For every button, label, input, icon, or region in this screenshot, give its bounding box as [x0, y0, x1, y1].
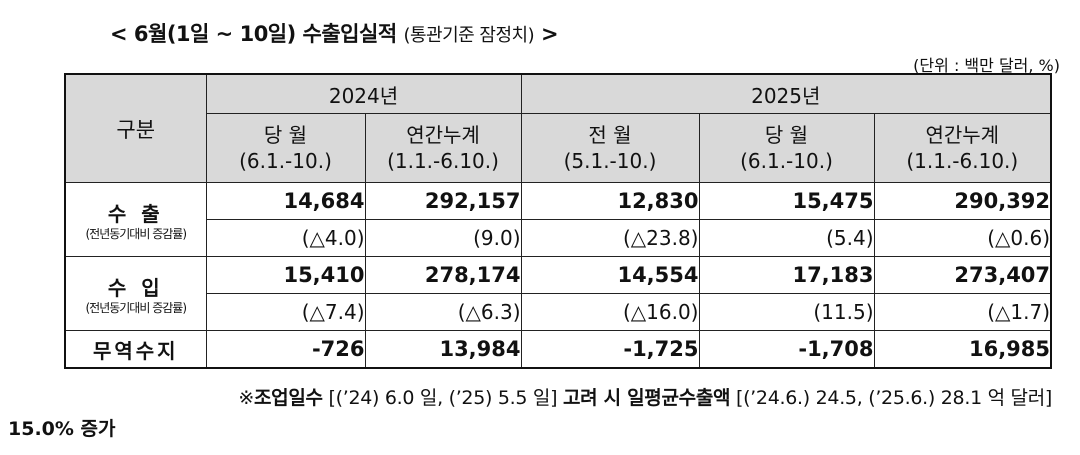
value-cell: 17,183 [698, 256, 875, 294]
header-col-line1: 전 월 [588, 123, 632, 147]
footnote-text-days: [(’24) 6.0 일, (’25) 5.5 일] [322, 387, 563, 409]
value-cell: -1,708 [698, 330, 875, 369]
rate-cell: (△4.0) [205, 219, 366, 257]
footnote-mark: ※ [238, 387, 254, 409]
value-cell: 14,554 [520, 256, 700, 294]
header-col-line2: (6.1.-10.) [740, 149, 833, 173]
value-cell: 278,174 [364, 256, 522, 294]
header-col-line2: (1.1.-6.10.) [906, 149, 1019, 173]
header-col-2024-month: 당 월 (6.1.-10.) [205, 113, 366, 183]
value-cell: 13,984 [364, 330, 522, 369]
header-col-line1: 당 월 [263, 123, 308, 147]
header-col-2025-prev-month: 전 월 (5.1.-10.) [520, 113, 700, 183]
row-label-exports: 수 출 (전년동기대비 증감률) [64, 182, 207, 257]
footnote: ※조업일수 [(’24) 6.0 일, (’25) 5.5 일] 고려 시 일평… [12, 383, 1052, 410]
header-col-line2: (5.1.-10.) [563, 149, 657, 173]
header-col-2024-cumulative: 연간누계 (1.1.-6.10.) [364, 113, 522, 183]
value-cell: 292,157 [364, 182, 522, 220]
title-subtitle: (통관기준 잠정치) [403, 25, 535, 46]
value-cell: 290,392 [873, 182, 1052, 220]
rate-cell: (△23.8) [520, 219, 700, 257]
rate-cell: (△16.0) [520, 293, 700, 331]
rate-cell: (△6.3) [364, 293, 522, 331]
rate-cell: (△0.6) [873, 219, 1052, 257]
value-cell: -1,725 [520, 330, 700, 369]
rate-cell: (5.4) [698, 219, 875, 257]
header-col-line1: 연간누계 [406, 123, 480, 147]
value-cell: 15,475 [698, 182, 875, 220]
value-cell: 16,985 [873, 330, 1052, 369]
table-row-imports: 수 입 (전년동기대비 증감률) 15,410 278,174 14,554 1… [64, 256, 1052, 331]
rate-cell: (△1.7) [873, 293, 1052, 331]
title-end: > [540, 22, 559, 46]
trade-table: 구분 2024년 2025년 당 월 (6.1.-10.) 연간누계 (1.1.… [64, 73, 1053, 369]
footnote-bold-working-days: 조업일수 [254, 387, 323, 409]
unit-label: (단위 : 백만 달러, %) [913, 56, 1060, 75]
header-col-line2: (1.1.-6.10.) [387, 149, 499, 173]
header-col-line2: (6.1.-10.) [239, 149, 332, 173]
header-year-2025: 2025년 [520, 73, 1052, 114]
rate-cell: (11.5) [698, 293, 875, 331]
row-label-imports: 수 입 (전년동기대비 증감률) [64, 256, 207, 331]
footnote-bold-daily-avg: 고려 시 일평균수출액 [562, 387, 731, 409]
page-title: < 6월(1일 ~ 10일) 수출입실적 (통관기준 잠정치) > [110, 18, 559, 48]
row-label-sub: (전년동기대비 증감률) [85, 301, 187, 315]
value-cell: 273,407 [873, 256, 1052, 294]
row-label-main: 수 출 [107, 202, 164, 226]
value-cell: -726 [205, 330, 366, 369]
value-cell: 14,684 [205, 182, 366, 220]
header-category: 구분 [64, 73, 207, 183]
value-cell: 12,830 [520, 182, 700, 220]
value-cell: 15,410 [205, 256, 366, 294]
rate-cell: (△7.4) [205, 293, 366, 331]
footnote-text-amounts: [(’24.6.) 24.5, (’25.6.) 28.1 억 달러] [730, 387, 1052, 409]
header-col-2025-month: 당 월 (6.1.-10.) [698, 113, 875, 183]
header-year-2024: 2024년 [205, 73, 522, 114]
header-col-line1: 연간누계 [925, 123, 1000, 147]
table-row-exports-rate: (△4.0) (9.0) (△23.8) (5.4) (△0.6) [65, 219, 1052, 257]
title-main: < 6월(1일 ~ 10일) 수출입실적 [110, 22, 397, 46]
table-row-exports: 수 출 (전년동기대비 증감률) 14,684 292,157 12,830 1… [64, 182, 1052, 257]
row-label-sub: (전년동기대비 증감률) [85, 227, 187, 241]
row-label-main: 수 입 [107, 276, 164, 300]
row-label-trade-balance: 무역수지 [64, 330, 207, 369]
header-col-2025-cumulative: 연간누계 (1.1.-6.10.) [873, 113, 1052, 183]
header-col-line1: 당 월 [764, 123, 809, 147]
footnote-line2: 15.0% 증가 [8, 418, 116, 440]
table-row-trade-balance: 무역수지 -726 13,984 -1,725 -1,708 16,985 [64, 330, 1052, 369]
rate-cell: (9.0) [364, 219, 522, 257]
table-row-imports-rate: (△7.4) (△6.3) (△16.0) (11.5) (△1.7) [65, 293, 1052, 331]
